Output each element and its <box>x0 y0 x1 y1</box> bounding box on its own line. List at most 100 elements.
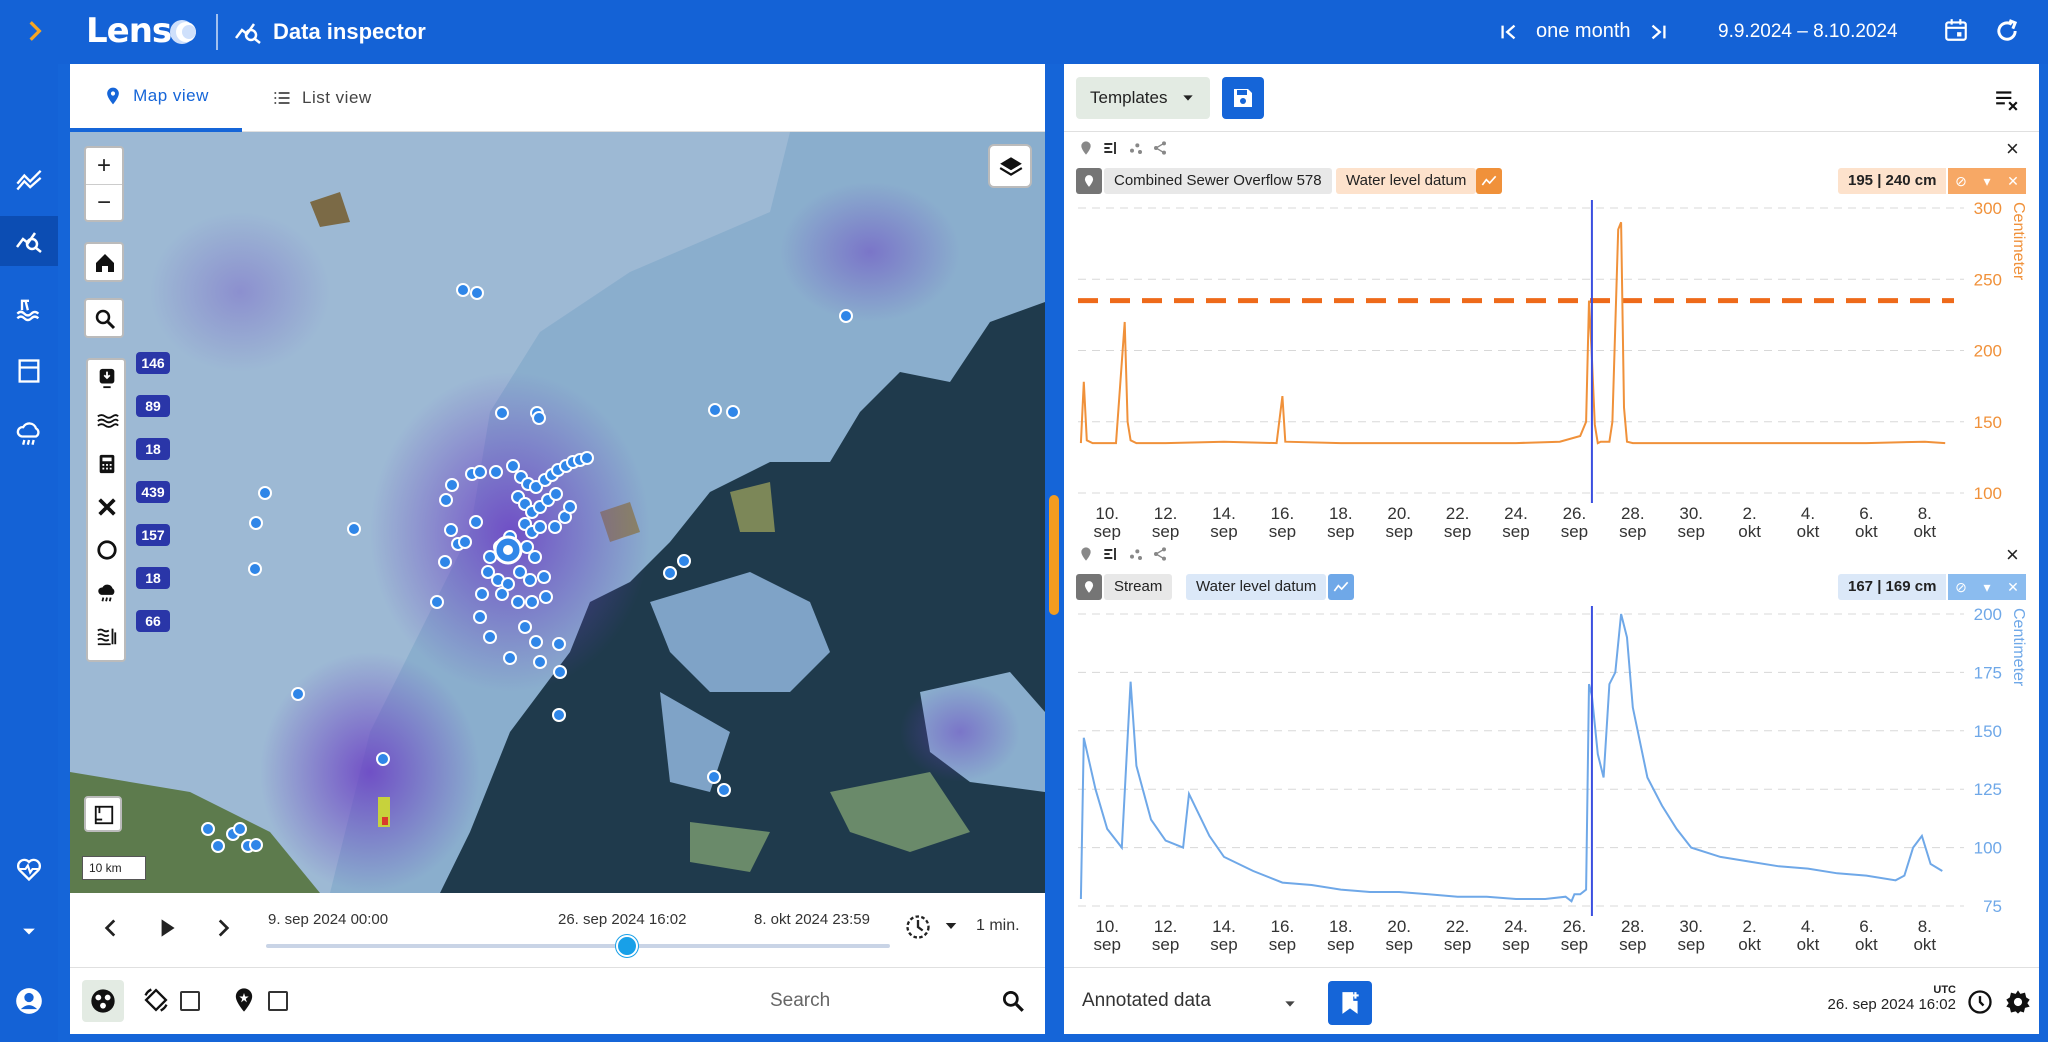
measure-button[interactable] <box>84 796 122 832</box>
line-type-icon[interactable] <box>1476 168 1502 194</box>
data-inspector-icon <box>16 232 42 253</box>
x-tick-label: sep <box>1561 935 1588 954</box>
sidebar-item-weather[interactable] <box>0 408 58 458</box>
templates-dropdown[interactable]: Templates <box>1076 77 1210 119</box>
share-icon[interactable] <box>1152 546 1168 562</box>
line-type-icon[interactable] <box>1328 574 1354 600</box>
layer-toggle-waves[interactable] <box>93 407 121 435</box>
parameter-chip[interactable]: Water level datum <box>1186 574 1327 600</box>
timeline-track[interactable] <box>266 944 890 948</box>
search-input[interactable]: Search <box>770 990 831 1011</box>
layers-button[interactable] <box>988 144 1032 188</box>
favorite-location-icon[interactable] <box>230 986 258 1014</box>
scatter-icon[interactable] <box>1128 140 1144 156</box>
sidebar-item-more[interactable] <box>0 906 58 956</box>
align-icon[interactable] <box>1102 140 1120 156</box>
expand-chevron-icon[interactable] <box>22 18 48 44</box>
map-search-button[interactable] <box>84 298 124 338</box>
layer-toggle-circle[interactable] <box>93 536 121 564</box>
sidebar-item-trends[interactable] <box>0 154 58 204</box>
settings-icon[interactable] <box>2004 988 2032 1016</box>
tab-label: Map view <box>133 86 209 105</box>
zoom-in-button[interactable]: + <box>96 152 111 179</box>
sensor-icon <box>99 368 115 389</box>
scatter-icon[interactable] <box>1128 546 1144 562</box>
y-tick-label: 75 <box>1983 897 2002 916</box>
close-chart-button[interactable]: × <box>2006 136 2019 161</box>
cluster-toggle[interactable] <box>82 980 124 1022</box>
search-icon[interactable] <box>1000 988 1026 1014</box>
home-button[interactable] <box>84 242 124 282</box>
date-range[interactable]: 9.9.2024 – 8.10.2024 <box>1718 21 1898 42</box>
chart-toolbar: Templates <box>1064 64 2039 132</box>
sidebar-item-health[interactable] <box>0 844 58 894</box>
layer-toggle-rain[interactable] <box>93 579 121 607</box>
chart-mini-tools <box>1078 546 1168 562</box>
layer-count-badge: 18 <box>136 567 170 589</box>
calendar-icon[interactable] <box>1943 17 1969 43</box>
view-tabs: Map view List view <box>70 64 1045 132</box>
add-annotation-button[interactable] <box>1328 981 1372 1025</box>
layer-count-badge: 146 <box>136 352 170 374</box>
panel-splitter-handle[interactable] <box>1049 495 1059 615</box>
time-step-icon[interactable] <box>904 913 932 941</box>
sidebar-item-account[interactable] <box>0 976 58 1026</box>
sidebar-item-data-inspector[interactable] <box>0 216 58 266</box>
share-icon[interactable] <box>1152 140 1168 156</box>
remove-series-icon[interactable]: ✕ <box>2007 578 2019 595</box>
align-icon[interactable] <box>1102 546 1120 562</box>
layer-toggle-sensor[interactable] <box>93 364 121 392</box>
favorite-checkbox[interactable] <box>268 991 288 1011</box>
tab-list-view[interactable]: List view <box>272 64 372 132</box>
sidebar-item-panel[interactable] <box>0 346 58 396</box>
layer-count-badge: 89 <box>136 395 170 417</box>
x-tick-label: 22. <box>1446 504 1470 523</box>
station-chip[interactable]: Stream <box>1104 574 1173 600</box>
annotated-data-select[interactable]: Annotated data <box>1082 990 1211 1011</box>
parameter-chip[interactable]: Water level datum <box>1336 168 1477 194</box>
period-selector: one month <box>1498 20 1669 43</box>
style-series-icon[interactable]: ▾ <box>1983 172 1991 189</box>
rotate-icon[interactable] <box>142 986 170 1014</box>
layer-toggle-level[interactable] <box>93 622 121 650</box>
step-back-icon[interactable] <box>98 915 124 941</box>
step-forward-icon[interactable] <box>210 915 236 941</box>
water-level-icon <box>97 628 117 646</box>
location-pin-icon[interactable] <box>1078 140 1094 156</box>
x-tick-label: 12. <box>1154 504 1178 523</box>
x-tick-label: sep <box>1677 935 1704 954</box>
x-tick-label: 10. <box>1095 504 1119 523</box>
hide-series-icon[interactable]: ⊘ <box>1955 172 1967 189</box>
next-period-icon[interactable] <box>1647 21 1669 43</box>
save-button[interactable] <box>1222 77 1264 119</box>
x-tick-label: sep <box>1152 522 1179 540</box>
tab-map-view[interactable]: Map view <box>70 64 242 132</box>
location-pin-icon[interactable] <box>1078 546 1094 562</box>
hide-series-icon[interactable]: ⊘ <box>1955 578 1967 595</box>
x-tick-label: 26. <box>1563 917 1587 936</box>
timeline-slider-handle[interactable] <box>616 935 638 957</box>
x-tick-label: okt <box>1738 522 1761 540</box>
period-label[interactable]: one month <box>1536 20 1631 42</box>
refresh-icon[interactable] <box>1993 17 2021 45</box>
clear-all-icon[interactable] <box>1994 86 2020 112</box>
previous-period-icon[interactable] <box>1498 21 1520 43</box>
style-series-icon[interactable]: ▾ <box>1983 578 1991 595</box>
play-icon[interactable] <box>154 915 180 941</box>
chevron-down-icon[interactable] <box>942 917 960 935</box>
remove-series-icon[interactable]: ✕ <box>2007 172 2019 189</box>
chevron-down-icon[interactable] <box>1282 996 1298 1012</box>
save-icon <box>1234 89 1252 107</box>
layer-toggle-calculator[interactable] <box>93 450 121 478</box>
clock-icon[interactable] <box>1966 988 1994 1016</box>
station-chip[interactable]: Combined Sewer Overflow 578 <box>1104 168 1332 194</box>
time-step-label: 1 min. <box>976 917 1020 934</box>
rotate-checkbox[interactable] <box>180 991 200 1011</box>
close-chart-button[interactable]: × <box>2006 542 2019 567</box>
sidebar-item-water[interactable] <box>0 284 58 334</box>
map-canvas[interactable]: + − <box>70 132 1045 893</box>
layer-toggle-cross[interactable] <box>93 493 121 521</box>
zoom-out-button[interactable]: − <box>86 184 122 220</box>
